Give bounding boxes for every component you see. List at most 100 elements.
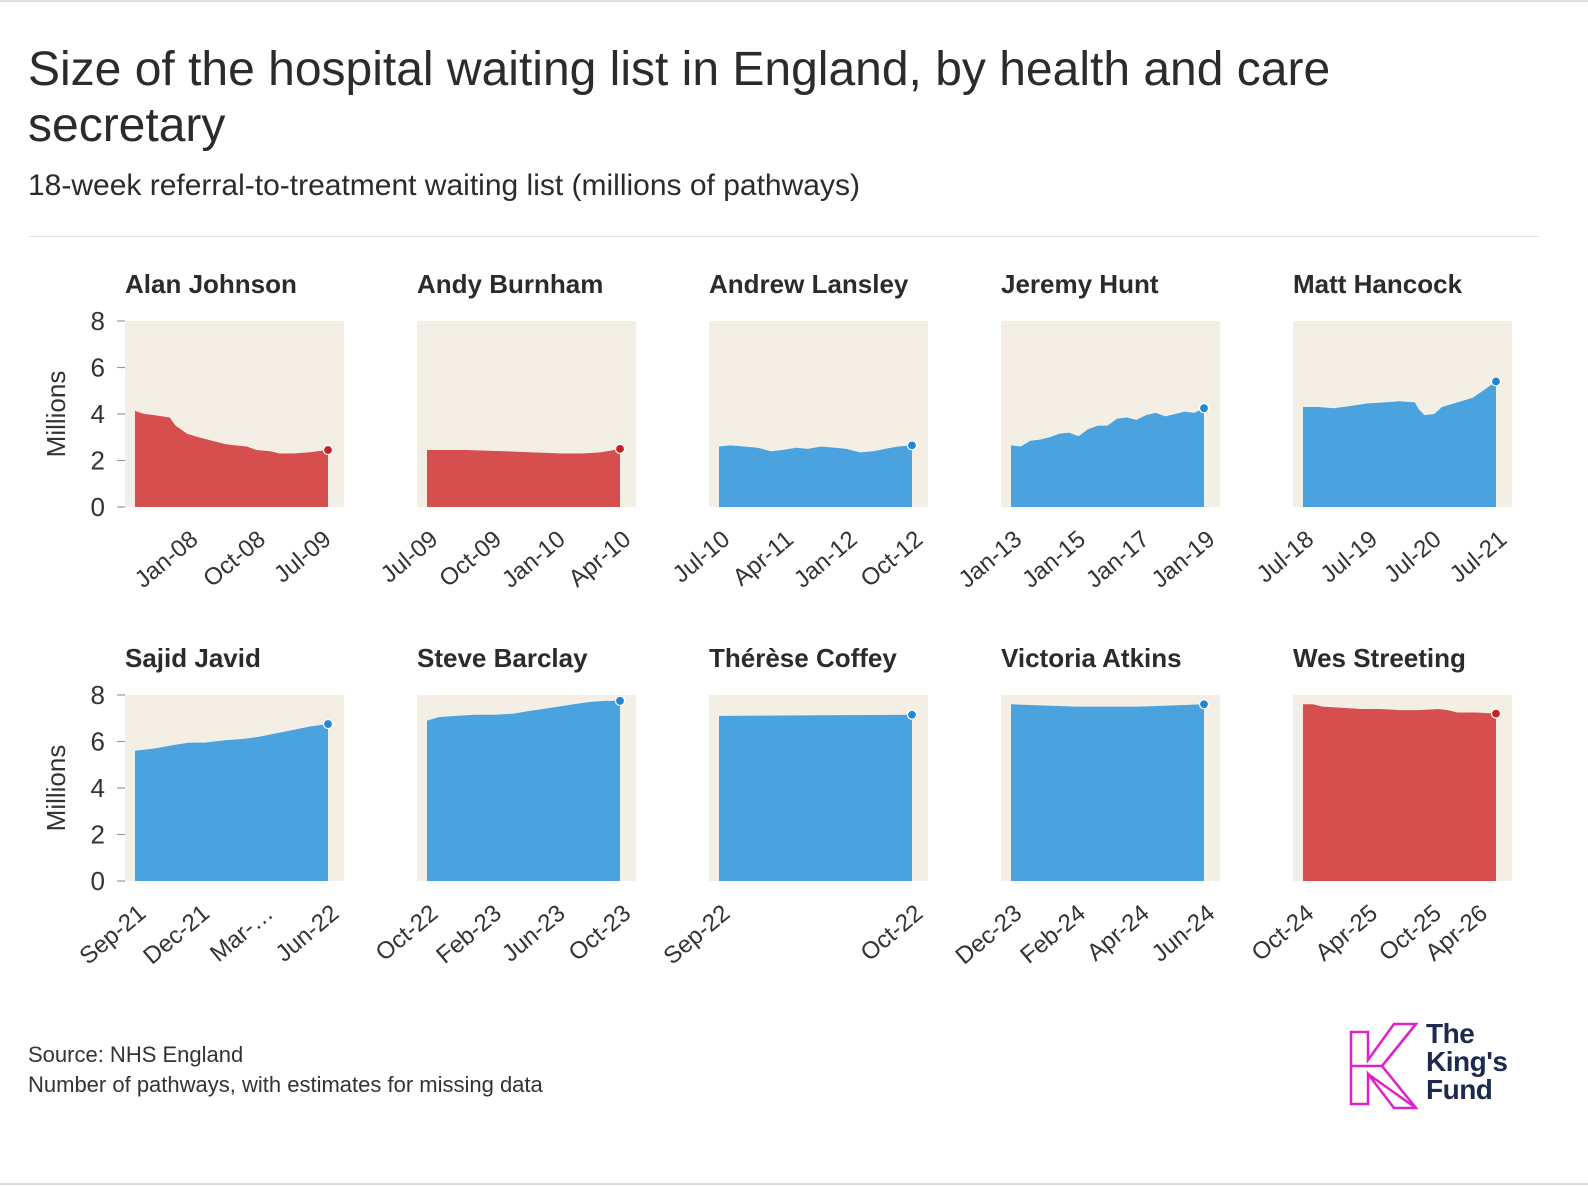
waiting-list-area [1303,704,1496,881]
panel-title: Victoria Atkins [1001,643,1182,673]
waiting-list-area [1011,408,1204,507]
chart-title: Size of the hospital waiting list in Eng… [28,43,1331,152]
x-tick-label: Jul-19 [1315,526,1382,589]
latest-value-dot [614,695,626,706]
latest-value-dot [1490,376,1502,387]
x-tick-label: Jun-24 [1147,900,1221,968]
x-tick-label: Jul-21 [1445,526,1512,589]
latest-value-dot [1198,403,1210,414]
x-tick-label: Feb-24 [1015,900,1091,970]
header-divider [28,236,1540,237]
source-note: Source: NHS England [28,1042,244,1067]
panel-th-r-se-coffey: Thérèse Coffey Sep-22 Oct-22 [659,643,929,970]
chart-subtitle: 18-week referral-to-treatment waiting li… [28,169,860,202]
panel-title: Andrew Lansley [709,269,909,299]
x-tick-label: Mar-… [205,900,279,968]
x-tick-label: Jun-23 [497,900,571,968]
waiting-list-area [719,714,912,881]
y-tick-label: 8 [91,306,105,336]
x-tick-label: Jul-09 [376,526,443,589]
y-tick-label: 0 [91,492,105,522]
footer: Source: NHS England Number of pathways, … [28,1040,543,1100]
y-tick-label: 2 [91,820,105,850]
x-tick-label: Apr-25 [1310,900,1383,967]
y-tick-label: 6 [91,727,105,757]
x-tick-label: Dec-21 [138,900,215,970]
latest-value-dot [614,443,626,454]
x-tick-label: Oct-08 [198,526,271,593]
y-tick-label: 6 [91,353,105,383]
logo-wordmark: The King's Fund [1426,1018,1508,1105]
x-tick-label: Jul-09 [269,526,336,589]
latest-value-dot [1198,699,1210,710]
x-tick-label: Jan-10 [497,526,571,594]
x-tick-label: Jun-22 [271,900,345,968]
panel-title: Matt Hancock [1293,269,1463,299]
y-tick-label: 8 [91,680,105,710]
x-tick-label: Oct-23 [564,900,637,967]
logo-line-1: The [1426,1018,1475,1049]
y-tick-label: 4 [91,399,105,429]
waiting-list-area [135,410,328,507]
waiting-list-area [427,700,620,881]
y-axis-label: Millions [41,745,71,832]
kings-fund-logo [1349,1022,1419,1110]
latest-value-dot [322,718,334,730]
latest-value-dot [906,709,918,720]
x-tick-label: Jan-17 [1081,526,1155,594]
panel-title: Alan Johnson [125,269,297,299]
kings-fund-k-mark [1349,1022,1419,1110]
x-tick-label: Jul-18 [1252,526,1319,589]
small-multiples-chart: Alan JohnsonJan-08Oct-08Jul-0902468Milli… [41,269,1512,970]
waiting-list-area [1011,704,1204,881]
panel-title: Steve Barclay [417,643,588,673]
x-tick-label: Jan-12 [789,526,863,594]
waiting-list-area [135,724,328,881]
x-tick-label: Feb-23 [431,900,507,970]
x-tick-label: Jul-10 [668,526,735,589]
x-tick-label: Dec-23 [951,900,1028,970]
x-tick-label: Jan-19 [1147,526,1221,594]
waiting-list-area [719,445,912,507]
top-rule [0,0,1588,2]
panel-title: Sajid Javid [125,643,261,673]
panel-title: Thérèse Coffey [709,643,897,673]
panel-title: Wes Streeting [1293,643,1466,673]
x-tick-label: Oct-12 [856,526,929,593]
methodology-note: Number of pathways, with estimates for m… [28,1072,543,1097]
x-tick-label: Apr-24 [1082,900,1155,967]
x-tick-label: Oct-24 [1247,900,1320,967]
x-tick-label: Apr-11 [728,526,799,592]
x-tick-label: Oct-22 [856,900,929,967]
latest-value-dot [322,444,334,456]
y-axis-label: Millions [41,371,71,458]
x-tick-label: Apr-10 [564,526,637,593]
x-tick-label: Oct-09 [434,526,507,593]
waiting-list-area [1303,381,1496,507]
latest-value-dot [1490,708,1502,719]
panel-title: Andy Burnham [417,269,603,299]
x-tick-label: Jan-13 [954,526,1028,594]
x-tick-label: Oct-22 [371,900,444,967]
waiting-list-area [427,448,620,507]
y-tick-label: 4 [91,773,105,803]
latest-value-dot [906,440,918,451]
x-tick-label: Sep-22 [659,900,736,970]
x-tick-label: Sep-21 [75,900,152,970]
y-tick-label: 0 [91,866,105,896]
x-tick-label: Jul-20 [1379,526,1446,589]
panel-title: Jeremy Hunt [1001,269,1159,299]
logo-line-3: Fund [1426,1074,1493,1105]
bottom-rule [0,1183,1588,1185]
x-tick-label: Jan-08 [130,526,204,594]
logo-line-2: King's [1426,1046,1508,1077]
y-tick-label: 2 [91,446,105,476]
